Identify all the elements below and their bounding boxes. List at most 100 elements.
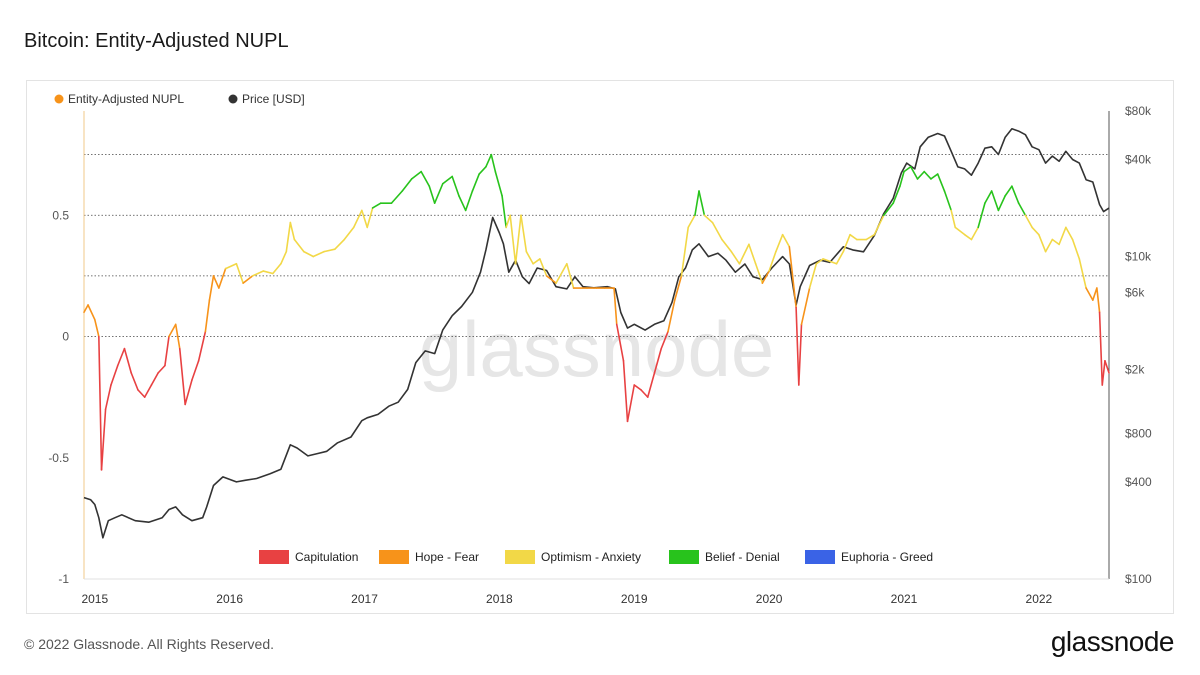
x-tick-label: 2021	[891, 592, 918, 606]
legend-label: Price [USD]	[242, 92, 305, 106]
legend-dot	[54, 94, 64, 104]
nupl-segment	[218, 267, 227, 289]
nupl-segment	[100, 408, 107, 471]
nupl-segment	[768, 250, 777, 272]
nupl-segment	[464, 190, 474, 212]
nupl-segment	[653, 347, 663, 374]
nupl-segment	[963, 233, 973, 241]
nupl-segment	[87, 304, 96, 321]
nupl-segment	[197, 330, 207, 362]
y-right-tick-label: $400	[1125, 475, 1152, 489]
nupl-segment	[748, 243, 757, 265]
zone-swatch	[259, 550, 289, 564]
nupl-segment	[501, 195, 507, 229]
y-right-tick-label: $80k	[1125, 104, 1152, 118]
y-right-tick-label: $800	[1125, 426, 1152, 440]
page-title: Bitcoin: Entity-Adjusted NUPL	[24, 30, 289, 52]
nupl-segment	[1096, 287, 1101, 314]
nupl-segment	[224, 262, 238, 270]
nupl-segment	[694, 190, 700, 217]
nupl-segment	[539, 258, 548, 277]
nupl-segment	[1051, 238, 1060, 246]
nupl-segment	[174, 323, 181, 350]
zone-label: Euphoria - Greed	[841, 550, 933, 564]
nupl-segment	[204, 299, 211, 333]
watermark-text: glassnode	[419, 305, 775, 393]
nupl-segment	[285, 221, 292, 253]
nupl-segment	[788, 245, 797, 309]
glassnode-logo: glassnode	[1050, 626, 1175, 657]
nupl-segment	[660, 330, 669, 350]
nupl-segment	[613, 287, 618, 326]
nupl-segment	[930, 173, 939, 180]
nupl-segment	[208, 275, 215, 301]
zone-swatch	[669, 550, 699, 564]
nupl-segment	[178, 347, 186, 406]
nupl-segment	[143, 384, 153, 398]
zone-swatch	[805, 550, 835, 564]
nupl-segment	[532, 258, 541, 265]
nupl-segment	[1011, 185, 1020, 204]
nupl-segment	[640, 389, 649, 398]
x-tick-label: 2015	[81, 592, 108, 606]
nupl-segment	[1065, 226, 1074, 241]
nupl-segment	[711, 221, 723, 241]
zone-label: Optimism - Anxiety	[541, 550, 641, 564]
y-left-tick-label: 0	[62, 330, 69, 344]
nupl-segment	[157, 364, 166, 374]
zone-label: Hope - Fear	[415, 550, 479, 564]
nupl-segment	[990, 190, 1000, 212]
nupl-segment	[235, 262, 244, 284]
nupl-segment	[1044, 238, 1054, 253]
y-right-tick-label: $100	[1125, 572, 1152, 586]
x-tick-label: 2019	[621, 592, 648, 606]
y-left-tick-label: -0.5	[48, 451, 69, 465]
nupl-segment	[428, 185, 436, 204]
nupl-segment	[1078, 258, 1087, 289]
nupl-segment	[936, 173, 946, 192]
nupl-segment	[98, 335, 103, 471]
price-line	[83, 127, 1110, 539]
nupl-segment	[1085, 287, 1094, 301]
nupl-segment	[390, 190, 404, 204]
nupl-segment	[494, 170, 503, 197]
nupl-segment	[93, 318, 100, 338]
nupl-segment	[800, 287, 811, 326]
x-tick-label: 2017	[351, 592, 378, 606]
nupl-segment	[977, 202, 986, 229]
nupl-segment	[334, 238, 346, 251]
nupl-segment	[451, 175, 460, 197]
nupl-segment	[137, 389, 146, 398]
x-tick-label: 2016	[216, 592, 243, 606]
y-right-tick-label: $40k	[1125, 153, 1152, 167]
nupl-segment	[123, 347, 133, 374]
nupl-segment	[289, 221, 296, 241]
nupl-segment	[1058, 226, 1067, 246]
nupl-segment	[984, 190, 993, 204]
zone-swatch	[379, 550, 409, 564]
nupl-segment	[1092, 287, 1098, 301]
nupl-segment	[1071, 238, 1081, 260]
nupl-segment	[970, 226, 979, 241]
nupl-segment	[626, 384, 636, 423]
nupl-segment	[646, 372, 656, 398]
nupl-segment	[808, 262, 818, 289]
nupl-segment	[703, 214, 714, 224]
nupl-segment	[410, 170, 422, 180]
nupl-segment	[892, 185, 901, 204]
nupl-segment	[401, 178, 413, 192]
x-tick-label: 2022	[1026, 592, 1053, 606]
nupl-segment	[822, 258, 838, 265]
nupl-segment	[490, 153, 497, 173]
nupl-segment	[293, 238, 305, 253]
y-right-tick-label: $10k	[1125, 250, 1152, 264]
nupl-segment	[164, 335, 170, 367]
nupl-segment	[622, 359, 629, 423]
nupl-segment	[849, 233, 858, 241]
nupl-segment	[698, 190, 706, 217]
nupl-segment	[842, 233, 851, 253]
nupl-segment	[761, 270, 770, 284]
nupl-segment	[525, 250, 534, 265]
nupl-segment	[361, 209, 369, 229]
y-left-tick-label: 0.5	[52, 208, 69, 222]
